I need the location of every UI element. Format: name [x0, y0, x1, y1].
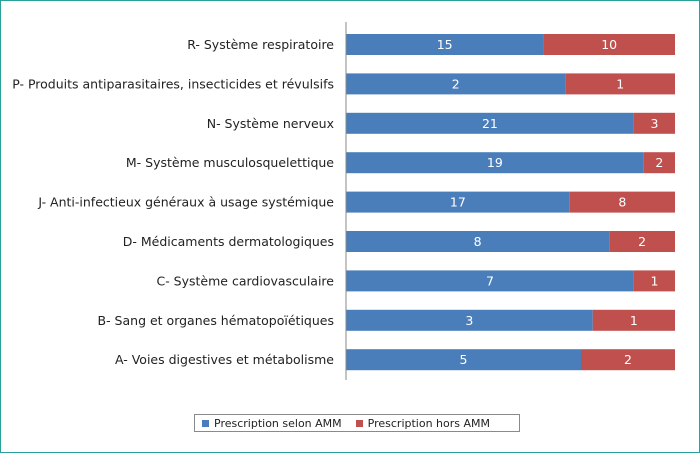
data-label: 21	[482, 116, 498, 131]
bar-hors-amm	[543, 34, 675, 55]
category-label: B- Sang et organes hématopoïétiques	[98, 313, 335, 328]
bar-selon-amm	[346, 270, 634, 292]
category-label: P- Produits antiparasitaires, insecticid…	[12, 76, 334, 91]
data-label: 1	[630, 313, 638, 328]
category-labels-layer: R- Système respiratoire P- Produits antip…	[12, 37, 334, 367]
data-label: 15	[437, 37, 453, 52]
data-label: 5	[460, 352, 468, 367]
bar-hors-amm	[643, 152, 675, 174]
category-label: C- Système cardiovasculaire	[156, 273, 334, 288]
bar-selon-amm	[346, 349, 581, 371]
bar-hors-amm	[581, 349, 675, 371]
bar-selon-amm	[346, 309, 593, 331]
bar-hors-amm	[592, 309, 675, 331]
legend-swatch-blue	[202, 419, 209, 427]
bar-selon-amm	[346, 231, 610, 252]
bar-selon-amm	[346, 112, 634, 134]
category-label: D- Médicaments dermatologiques	[123, 234, 334, 249]
category-label: M- Système musculosquelettique	[126, 155, 334, 170]
bar-selon-amm	[346, 191, 570, 213]
bar-hors-amm	[565, 73, 675, 95]
bars-layer: 15 102 121 319 217 88 27 13 15 2	[346, 34, 676, 371]
data-label: 1	[650, 273, 658, 288]
category-label: R- Système respiratoire	[187, 37, 334, 52]
data-label: 2	[624, 352, 632, 367]
bar-selon-amm	[346, 73, 566, 95]
bar-selon-amm	[346, 152, 644, 174]
bar-selon-amm	[346, 34, 544, 55]
legend: Prescription selon AMM Prescription hors…	[194, 414, 520, 432]
legend-label-selon-amm: Prescription selon AMM	[214, 416, 342, 430]
data-label: 2	[655, 155, 663, 170]
bar-hors-amm	[569, 191, 675, 213]
data-label: 3	[650, 116, 658, 131]
data-label: 19	[487, 155, 503, 170]
category-label: N- Système nerveux	[207, 116, 334, 131]
bar-hors-amm	[633, 112, 676, 134]
category-label: A- Voies digestives et métabolisme	[115, 352, 334, 367]
data-label: 17	[450, 195, 466, 210]
data-label: 2	[452, 76, 460, 91]
data-label: 8	[618, 195, 626, 210]
data-label: 7	[486, 273, 494, 288]
data-label: 10	[601, 37, 617, 52]
legend-swatch-red	[355, 419, 363, 427]
legend-label-hors-amm: Prescription hors AMM	[367, 416, 491, 430]
data-label: 3	[465, 313, 473, 328]
data-label: 2	[638, 234, 646, 249]
data-label: 1	[616, 76, 624, 91]
bar-hors-amm	[633, 270, 676, 292]
category-label: J- Anti-infectieux généraux à usage syst…	[37, 195, 334, 210]
data-label: 8	[474, 234, 482, 249]
legend-item-hors-amm: Prescription hors AMM	[355, 416, 491, 430]
legend-item-selon-amm: Prescription selon AMM	[202, 417, 342, 430]
bar-hors-amm	[609, 231, 675, 252]
